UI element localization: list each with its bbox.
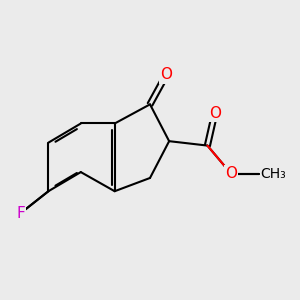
Text: CH₃: CH₃ [260, 167, 286, 181]
Text: O: O [225, 166, 237, 181]
Text: O: O [209, 106, 221, 121]
Text: F: F [16, 206, 25, 221]
Text: O: O [160, 68, 172, 82]
